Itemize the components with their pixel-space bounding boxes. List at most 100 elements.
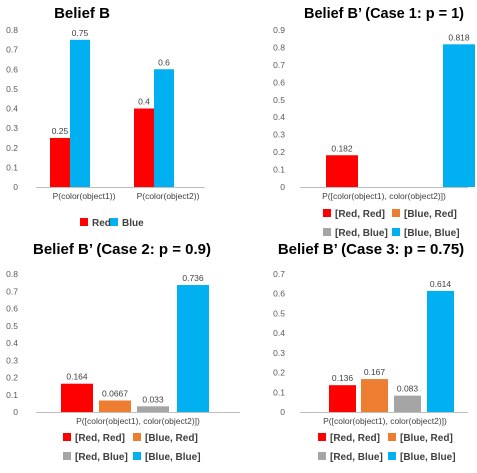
legend-swatch-blue (392, 228, 400, 236)
data-label: 0.736 (182, 273, 204, 283)
y-tick-label: 0.7 (6, 45, 18, 55)
y-tick-label: 0.5 (273, 308, 285, 318)
y-tick-label: 0.6 (6, 64, 18, 74)
y-tick-label: 0.8 (273, 42, 285, 52)
data-label: 0.164 (66, 372, 88, 382)
y-tick-label: 0.8 (6, 269, 18, 279)
bar-orange (99, 400, 131, 412)
category-label: P(color(object2)) (137, 191, 200, 201)
y-tick-label: 0.6 (6, 304, 18, 314)
category-label: P([color(object1), color(object2)]) (323, 416, 447, 426)
bar-blue (443, 44, 475, 187)
bar-red (61, 383, 93, 412)
y-tick-label: 0.2 (273, 368, 285, 378)
y-tick-label: 0 (13, 407, 18, 417)
legend-label: [Red, Blue] (75, 452, 128, 463)
category-label: P([color(object1), color(object2)]) (322, 191, 446, 201)
bar-blue (154, 69, 174, 187)
legend-label: [Blue, Blue] (400, 452, 456, 463)
legend-label: [Blue, Red] (404, 209, 457, 220)
y-tick-label: 0.4 (273, 112, 285, 122)
legend-label: [Red, Red] (335, 209, 385, 220)
legend-label: [Red, Blue] (335, 228, 388, 239)
legend-swatch-red (323, 209, 331, 217)
data-label: 0.182 (331, 143, 353, 153)
bar-blue (427, 290, 454, 412)
y-tick-label: 0.5 (6, 84, 18, 94)
y-tick-label: 0 (280, 407, 285, 417)
legend-swatch-orange (392, 209, 400, 217)
y-tick-label: 0.3 (6, 123, 18, 133)
data-label: 0.0667 (102, 388, 128, 398)
y-tick-label: 0.4 (273, 328, 285, 338)
y-tick-label: 0.1 (6, 162, 18, 172)
legend-label: [Red, Red] (330, 433, 380, 444)
bar-red (50, 137, 70, 187)
y-tick-label: 0.2 (6, 143, 18, 153)
data-label: 0.25 (52, 126, 69, 136)
legend-swatch-blue (133, 452, 141, 460)
bar-red (326, 155, 358, 187)
legend-swatch-blue (388, 452, 396, 460)
data-label: 0.818 (448, 32, 470, 42)
data-label: 0.136 (332, 373, 354, 383)
category-label: P([color(object1), color(object2)]) (76, 416, 200, 426)
legend-swatch-orange (388, 433, 396, 441)
legend-swatch-red (318, 433, 326, 441)
legend-label: [Blue, Red] (145, 433, 198, 444)
bar-gray (394, 395, 421, 412)
bar-orange (361, 379, 388, 412)
y-tick-label: 0.8 (6, 25, 18, 35)
y-tick-label: 0.4 (6, 338, 18, 348)
legend-label: Red (92, 218, 111, 229)
y-tick-label: 0 (280, 182, 285, 192)
legend-label: Blue (122, 218, 144, 229)
chart-title: Belief B’ (Case 2: p = 0.9) (33, 241, 211, 258)
data-label: 0.6 (158, 57, 170, 67)
y-tick-label: 0.7 (273, 60, 285, 70)
data-label: 0.083 (397, 384, 419, 394)
chart-title: Belief B’ (Case 1: p = 1) (304, 6, 464, 22)
y-tick-label: 0.2 (6, 373, 18, 383)
y-tick-label: 0.2 (273, 147, 285, 157)
bar-blue (70, 39, 90, 187)
y-tick-label: 0.1 (273, 387, 285, 397)
legend-swatch-gray (323, 228, 331, 236)
bar-gray (137, 406, 169, 412)
data-label: 0.4 (138, 97, 150, 107)
y-tick-label: 0.6 (273, 77, 285, 87)
legend-swatch-blue (110, 218, 118, 226)
legend-swatch-gray (318, 452, 326, 460)
y-tick-label: 0.1 (6, 390, 18, 400)
legend-swatch-gray (63, 452, 71, 460)
y-tick-label: 0.3 (6, 355, 18, 365)
chart-title: Belief B’ (Case 3: p = 0.75) (278, 241, 464, 258)
y-tick-label: 0.9 (273, 25, 285, 35)
legend-swatch-orange (133, 433, 141, 441)
y-tick-label: 0.5 (6, 321, 18, 331)
y-tick-label: 0 (13, 182, 18, 192)
data-label: 0.75 (72, 28, 89, 38)
data-label: 0.614 (430, 279, 452, 289)
category-label: P(color(object1)) (53, 191, 116, 201)
bar-red (329, 385, 356, 412)
y-tick-label: 0.3 (273, 130, 285, 140)
data-label: 0.033 (142, 394, 164, 404)
legend-label: [Blue, Blue] (145, 452, 201, 463)
y-tick-label: 0.7 (273, 269, 285, 279)
y-tick-label: 0.3 (273, 348, 285, 358)
legend-label: [Red, Blue] (330, 452, 383, 463)
bar-red (134, 108, 154, 187)
y-tick-label: 0.6 (273, 289, 285, 299)
y-tick-label: 0.4 (6, 104, 18, 114)
legend-label: [Blue, Red] (400, 433, 453, 444)
legend-swatch-red (63, 433, 71, 441)
legend-swatch-red (80, 218, 88, 226)
chart-title: Belief B (54, 5, 110, 22)
y-tick-label: 0.1 (273, 165, 285, 175)
legend-label: [Red, Red] (75, 433, 125, 444)
y-tick-label: 0.7 (6, 286, 18, 296)
y-tick-label: 0.5 (273, 95, 285, 105)
data-label: 0.167 (364, 367, 386, 377)
